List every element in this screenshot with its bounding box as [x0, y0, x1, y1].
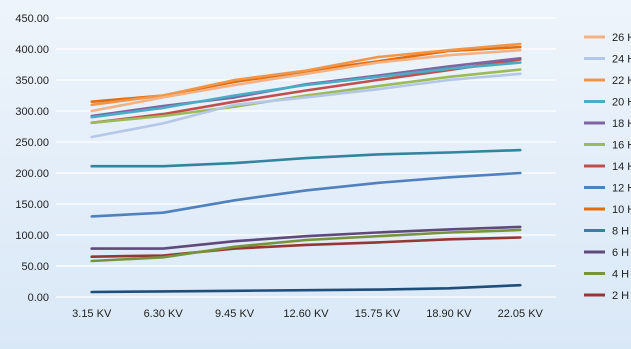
y-tick-label: 50.00 — [21, 261, 49, 273]
y-tick-label: 100.00 — [15, 230, 49, 242]
y-tick-label: 150.00 — [15, 199, 49, 211]
legend-label: 16 H — [612, 140, 631, 152]
x-tick-label: 3.15 KV — [72, 308, 112, 320]
legend-label: 26 H — [612, 32, 631, 44]
legend-label: 12 H — [612, 183, 631, 195]
x-axis: 3.15 KV 6.30 KV 9.45 KV 12.60 KV 15.75 KV 18.… — [72, 308, 543, 320]
legend-label: 22 H — [612, 75, 631, 87]
series-line — [90, 72, 522, 139]
series-line — [90, 283, 522, 294]
x-tick-label: 15.75 KV — [355, 308, 401, 320]
x-tick-label: 22.05 KV — [498, 308, 544, 320]
series-line — [90, 228, 522, 263]
x-tick-label: 18.90 KV — [426, 308, 472, 320]
legend-label: 10 H — [612, 204, 631, 216]
y-tick-label: 350.00 — [15, 75, 49, 87]
x-tick-label: 6.30 KV — [144, 308, 184, 320]
series-line — [90, 236, 522, 259]
x-tick-label: 12.60 KV — [283, 308, 329, 320]
legend-label: 8 H — [612, 226, 629, 238]
series-line — [90, 171, 522, 218]
legend-label: 18 H — [612, 118, 631, 130]
y-tick-label: 250.00 — [15, 137, 49, 149]
y-tick-label: 0.00 — [28, 292, 49, 304]
y-tick-label: 300.00 — [15, 106, 49, 118]
series-lines — [90, 42, 522, 294]
legend-label: 6 H — [612, 247, 629, 259]
legend-label: 4 H — [612, 269, 629, 281]
x-tick-label: 9.45 KV — [215, 308, 255, 320]
series-line — [90, 42, 522, 107]
series-line — [90, 225, 522, 250]
y-tick-label: 400.00 — [15, 44, 49, 56]
legend-label: 20 H — [612, 97, 631, 109]
legend-label: 24 H — [612, 54, 631, 66]
y-tick-label: 450.00 — [15, 13, 49, 25]
series-line — [90, 68, 522, 125]
legend-label: 2 H — [612, 290, 629, 302]
legend-label: 14 H — [612, 161, 631, 173]
legend: 26 H 24 H 22 H 20 H 18 H 16 H 14 H 12 H 10 H 8 H 6… — [584, 32, 631, 302]
series-line — [90, 148, 522, 168]
y-tick-label: 200.00 — [15, 168, 49, 180]
y-axis: 0.00 50.00 100.00 150.00 200.00 250.00 300.00 3… — [15, 13, 49, 304]
series-line — [90, 48, 522, 113]
series-line — [90, 61, 522, 119]
